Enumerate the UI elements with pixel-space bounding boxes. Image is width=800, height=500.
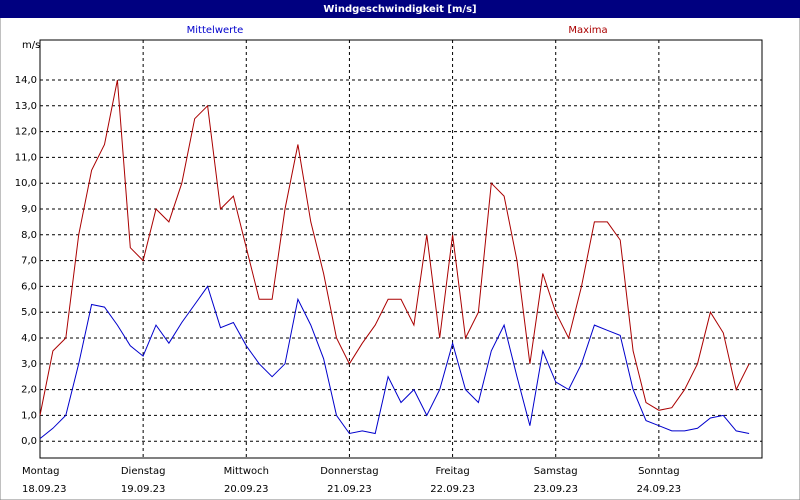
y-tick-label: 12,0 [15, 127, 37, 138]
x-tick-date: 18.09.23 [22, 484, 67, 495]
y-tick-label: 3,0 [21, 359, 37, 370]
x-tick-date: 19.09.23 [121, 484, 166, 495]
y-tick-label: 1,0 [21, 410, 37, 421]
x-tick-label: Montag [22, 466, 59, 477]
y-tick-label: 5,0 [21, 307, 37, 318]
x-tick-date: 20.09.23 [224, 484, 269, 495]
y-tick-label: 14,0 [15, 75, 37, 86]
x-tick-label: Dienstag [121, 466, 166, 477]
y-tick-label: 8,0 [21, 230, 37, 241]
x-tick-label: Samstag [534, 466, 578, 477]
y-tick-label: 0,0 [21, 436, 37, 447]
y-tick-label: 6,0 [21, 281, 37, 292]
y-tick-label: 4,0 [21, 333, 37, 344]
y-tick-label: 7,0 [21, 256, 37, 267]
x-tick-date: 23.09.23 [533, 484, 578, 495]
series-line [39, 79, 750, 416]
x-tick-label: Freitag [435, 466, 469, 477]
y-tick-label: 2,0 [21, 385, 37, 396]
x-tick-label: Sonntag [638, 466, 680, 477]
x-tick-label: Donnerstag [320, 466, 378, 477]
legend-entry: Mittelwerte [187, 25, 244, 36]
y-tick-label: 11,0 [15, 152, 37, 163]
y-tick-label: 10,0 [15, 178, 37, 189]
x-tick-date: 22.09.23 [430, 484, 475, 495]
y-tick-label: 13,0 [15, 101, 37, 112]
x-tick-date: 21.09.23 [327, 484, 372, 495]
chart-title: Windgeschwindigkeit [m/s] [323, 4, 476, 15]
x-tick-label: Mittwoch [224, 466, 269, 477]
legend-entry: Maxima [568, 25, 607, 36]
plot-area [39, 39, 763, 459]
y-axis-label: m/s [22, 40, 40, 51]
title-bar [0, 0, 800, 18]
x-tick-date: 24.09.23 [637, 484, 682, 495]
series-line [39, 285, 750, 439]
y-tick-label: 9,0 [21, 204, 37, 215]
